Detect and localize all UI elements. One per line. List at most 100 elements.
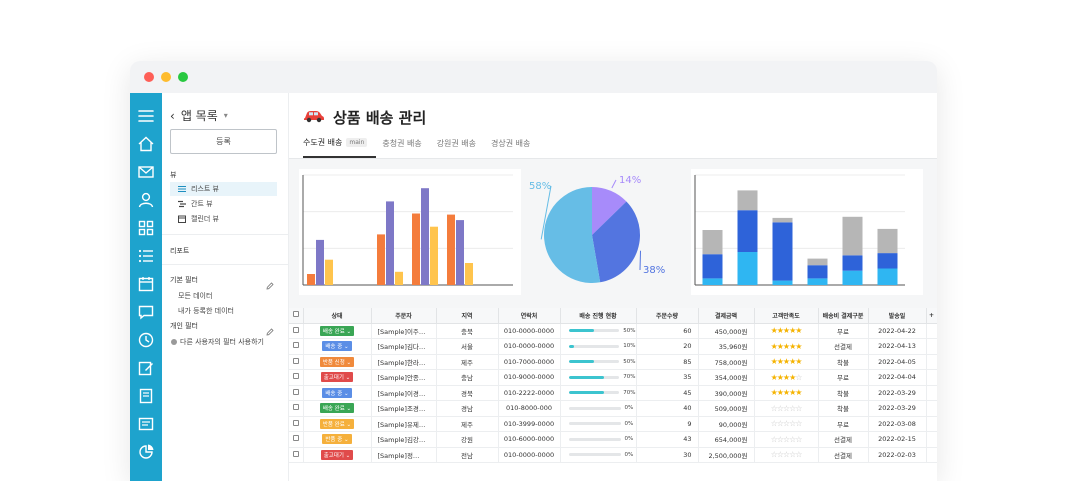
- quantity-cell[interactable]: 40: [636, 400, 699, 417]
- star-rating[interactable]: ☆☆☆☆☆: [771, 450, 803, 460]
- star-icon[interactable]: ★: [770, 372, 778, 382]
- back-chevron-icon[interactable]: ‹: [170, 108, 175, 123]
- stacked-bar-mark[interactable]: [807, 278, 828, 285]
- orderer-cell[interactable]: [Sample]정…: [371, 447, 437, 463]
- row-checkbox[interactable]: [292, 373, 299, 380]
- region-cell[interactable]: 제주: [436, 354, 499, 370]
- phone-cell[interactable]: 010-0000-0000: [498, 447, 561, 463]
- orderer-cell[interactable]: [Sample]한라…: [371, 354, 437, 370]
- status-badge[interactable]: 반품 중 ⌄: [322, 434, 352, 445]
- star-icon[interactable]: ☆: [789, 419, 796, 429]
- star-rating[interactable]: ☆☆☆☆☆: [770, 434, 803, 444]
- bar-mark[interactable]: [395, 271, 403, 285]
- date-cell[interactable]: 2022-04-13: [868, 338, 927, 355]
- menu-icon[interactable]: [137, 107, 155, 125]
- star-icon[interactable]: ★: [782, 357, 790, 367]
- board-icon[interactable]: [137, 415, 155, 433]
- table-row[interactable]: 배송 완료 ⌄ [Sample]조경… 경남 010-8000-000 0% 40 509,…: [289, 400, 937, 417]
- bar-mark[interactable]: [456, 220, 464, 285]
- quantity-cell[interactable]: 30: [636, 447, 699, 463]
- row-checkbox[interactable]: [292, 342, 299, 349]
- mail-icon[interactable]: [137, 163, 155, 181]
- orderer-cell[interactable]: [Sample]조경…: [371, 400, 437, 417]
- stacked-bar-mark[interactable]: [877, 228, 898, 254]
- star-icon[interactable]: ☆: [795, 403, 802, 413]
- amount-cell[interactable]: 90,000원: [698, 416, 755, 432]
- star-icon[interactable]: ☆: [770, 434, 778, 444]
- quantity-cell[interactable]: 45: [636, 385, 699, 401]
- star-icon[interactable]: ★: [789, 357, 796, 367]
- date-cell[interactable]: 2022-02-03: [868, 447, 927, 463]
- column-header[interactable]: 결제금액: [698, 308, 755, 324]
- shipping-cell[interactable]: 선결제: [818, 431, 869, 448]
- add-column-button[interactable]: +: [926, 308, 937, 324]
- sidebar-item-calendar-view[interactable]: 캘린더 뷰: [170, 212, 277, 226]
- edit-icon[interactable]: [137, 359, 155, 377]
- table-row[interactable]: 배송 중 ⌄ [Sample]이경… 경북 010-2222-0000 70% 45 390…: [289, 385, 937, 401]
- phone-cell[interactable]: 010-8000-000: [498, 400, 561, 417]
- star-icon[interactable]: ☆: [770, 403, 778, 413]
- bar-mark[interactable]: [412, 213, 420, 286]
- star-icon[interactable]: ★: [789, 388, 796, 398]
- column-header[interactable]: 주문자: [371, 308, 437, 324]
- reports-label[interactable]: 리포트: [170, 247, 190, 255]
- tab-gyeongsang[interactable]: 경상권 배송: [491, 137, 539, 158]
- stacked-bar-mark[interactable]: [842, 216, 863, 256]
- star-icon[interactable]: ☆: [776, 419, 784, 429]
- star-icon[interactable]: ★: [770, 388, 778, 398]
- bar-mark[interactable]: [386, 201, 394, 285]
- row-checkbox[interactable]: [292, 419, 299, 426]
- star-icon[interactable]: ★: [776, 326, 784, 336]
- pie-slice[interactable]: [544, 187, 601, 283]
- amount-cell[interactable]: 35,960원: [698, 338, 755, 355]
- table-row[interactable]: 배송 완료 ⌄ [Sample]이주… 충북 010-0000-0000 50% 60 45…: [289, 323, 937, 339]
- star-icon[interactable]: ★: [789, 326, 796, 336]
- stacked-bar-mark[interactable]: [737, 190, 758, 211]
- star-icon[interactable]: ★: [782, 326, 790, 336]
- pencil-icon[interactable]: [266, 275, 274, 290]
- amount-cell[interactable]: 509,000원: [698, 400, 755, 417]
- register-button[interactable]: 등록: [170, 129, 277, 154]
- quantity-cell[interactable]: 35: [636, 369, 699, 386]
- region-cell[interactable]: 경남: [436, 400, 499, 417]
- date-cell[interactable]: 2022-03-08: [868, 416, 927, 432]
- orderer-cell[interactable]: [Sample]이주…: [371, 323, 437, 339]
- quantity-cell[interactable]: 60: [636, 323, 699, 339]
- bar-mark[interactable]: [325, 259, 333, 285]
- bar-mark[interactable]: [307, 274, 315, 285]
- star-icon[interactable]: ★: [789, 372, 796, 382]
- star-icon[interactable]: ★: [776, 341, 784, 351]
- star-rating[interactable]: ★★★★☆: [770, 372, 803, 382]
- stacked-bar-mark[interactable]: [807, 265, 828, 279]
- status-badge[interactable]: 반품 완료 ⌄: [319, 418, 355, 429]
- stacked-bar-mark[interactable]: [877, 253, 898, 269]
- date-cell[interactable]: 2022-04-05: [868, 354, 927, 370]
- date-cell[interactable]: 2022-03-29: [868, 385, 927, 401]
- star-icon[interactable]: ☆: [795, 419, 802, 429]
- amount-cell[interactable]: 758,000원: [698, 354, 755, 370]
- star-rating[interactable]: ☆☆☆☆☆: [770, 403, 803, 413]
- star-icon[interactable]: ☆: [776, 434, 784, 444]
- region-cell[interactable]: 경북: [436, 385, 499, 401]
- region-cell[interactable]: 제주: [436, 416, 499, 432]
- bar-mark[interactable]: [377, 234, 385, 285]
- star-icon[interactable]: ☆: [776, 450, 784, 460]
- table-row[interactable]: 출고대기 ⌄ [Sample]안종… 충남 010-9000-0000 70% 35 354…: [289, 369, 937, 386]
- table-row[interactable]: 반품 중 ⌄ [Sample]김강… 강원 010-6000-0000 0% 43 654,…: [289, 431, 937, 448]
- stacked-bar-mark[interactable]: [877, 268, 898, 286]
- star-icon[interactable]: ★: [789, 341, 796, 351]
- amount-cell[interactable]: 654,000원: [698, 431, 755, 448]
- amount-cell[interactable]: 390,000원: [698, 385, 755, 401]
- status-badge[interactable]: 배송 중 ⌄: [322, 387, 352, 398]
- list-icon[interactable]: [137, 247, 155, 265]
- table-row[interactable]: 반품 완료 ⌄ [Sample]유제… 제주 010-3999-0000 0% 9 90,0…: [289, 416, 937, 432]
- status-badge[interactable]: 반품 신청 ⌄: [319, 356, 355, 367]
- star-icon[interactable]: ☆: [782, 403, 790, 413]
- quantity-cell[interactable]: 43: [636, 431, 699, 448]
- stacked-bar-mark[interactable]: [842, 255, 863, 271]
- star-icon[interactable]: ★: [782, 372, 790, 382]
- shipping-cell[interactable]: 무료: [818, 369, 869, 386]
- date-cell[interactable]: 2022-02-15: [868, 431, 927, 448]
- region-cell[interactable]: 충남: [436, 369, 499, 386]
- filter-use-others[interactable]: 다른 사용자의 필터 사용하기: [171, 337, 264, 347]
